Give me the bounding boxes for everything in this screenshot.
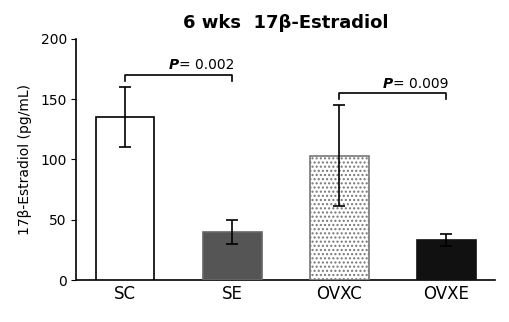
Bar [202,232,261,280]
Text: = 0.002: = 0.002 [178,59,234,72]
Text: P: P [382,77,392,90]
Y-axis label: 17β-Estradiol (pg/mL): 17β-Estradiol (pg/mL) [18,84,32,235]
Title: 6 wks  17β-Estradiol: 6 wks 17β-Estradiol [183,14,387,32]
Text: P: P [168,59,178,72]
Text: = 0.009: = 0.009 [392,77,447,90]
Bar [416,240,475,280]
Bar [95,117,154,280]
Bar [309,156,368,280]
